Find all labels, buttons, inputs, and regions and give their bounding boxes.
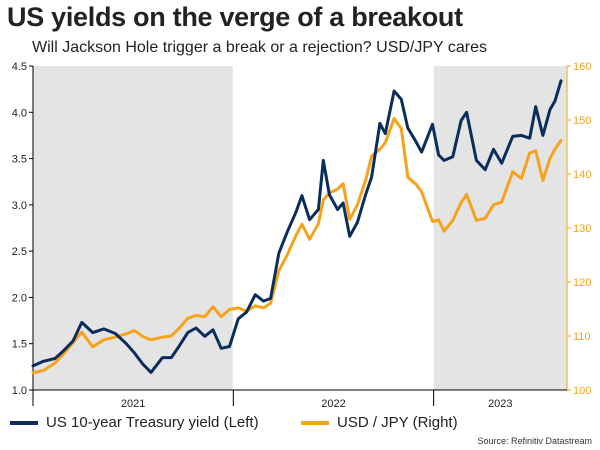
right-tick-label: 140 (573, 169, 591, 181)
series-line-yield (31, 79, 563, 374)
right-tick-label: 110 (573, 331, 591, 343)
left-tick-label: 4.0 (12, 107, 27, 119)
right-tick-label: 130 (573, 223, 591, 235)
legend-swatch-yield (10, 420, 38, 425)
shaded-periods (33, 66, 567, 390)
right-tick-label: 160 (573, 61, 591, 73)
x-tick-label: 2022 (321, 398, 345, 410)
chart-subtitle: Will Jackson Hole trigger a break or a r… (32, 39, 487, 56)
legend-item-yield: US 10-year Treasury yield (Left) (10, 414, 259, 431)
left-tick-label: 1.0 (12, 385, 27, 397)
right-tick-label: 150 (573, 115, 591, 127)
left-tick-label: 2.5 (12, 246, 27, 258)
chart-title: US yields on the verge of a breakout (7, 2, 463, 32)
chart-axes: 1.0 1.5 2.0 2.5 3.0 3.5 4.0 4.5 100 110 120 130 140 1… (12, 61, 592, 410)
left-tick-label: 4.5 (12, 61, 27, 73)
shaded-period-0 (33, 66, 233, 390)
legend-label-usdjpy: USD / JPY (Right) (337, 414, 458, 431)
x-tick-label: 2021 (121, 398, 145, 410)
right-tick-label: 100 (573, 385, 591, 397)
chart-series (31, 79, 563, 375)
legend-swatch-usdjpy (301, 420, 329, 425)
shaded-period-1 (433, 66, 567, 390)
source-note: Source: Refinitiv Datastream (477, 436, 592, 446)
left-tick-label: 1.5 (12, 339, 27, 351)
right-tick-label: 120 (573, 277, 591, 289)
x-tick-label: 2023 (488, 398, 512, 410)
left-tick-label: 2.0 (12, 292, 27, 304)
legend-item-usdjpy: USD / JPY (Right) (301, 414, 458, 431)
left-tick-label: 3.5 (12, 154, 27, 166)
series-line-usdjpy (31, 116, 563, 375)
legend-label-yield: US 10-year Treasury yield (Left) (46, 414, 259, 431)
left-tick-label: 3.0 (12, 200, 27, 212)
